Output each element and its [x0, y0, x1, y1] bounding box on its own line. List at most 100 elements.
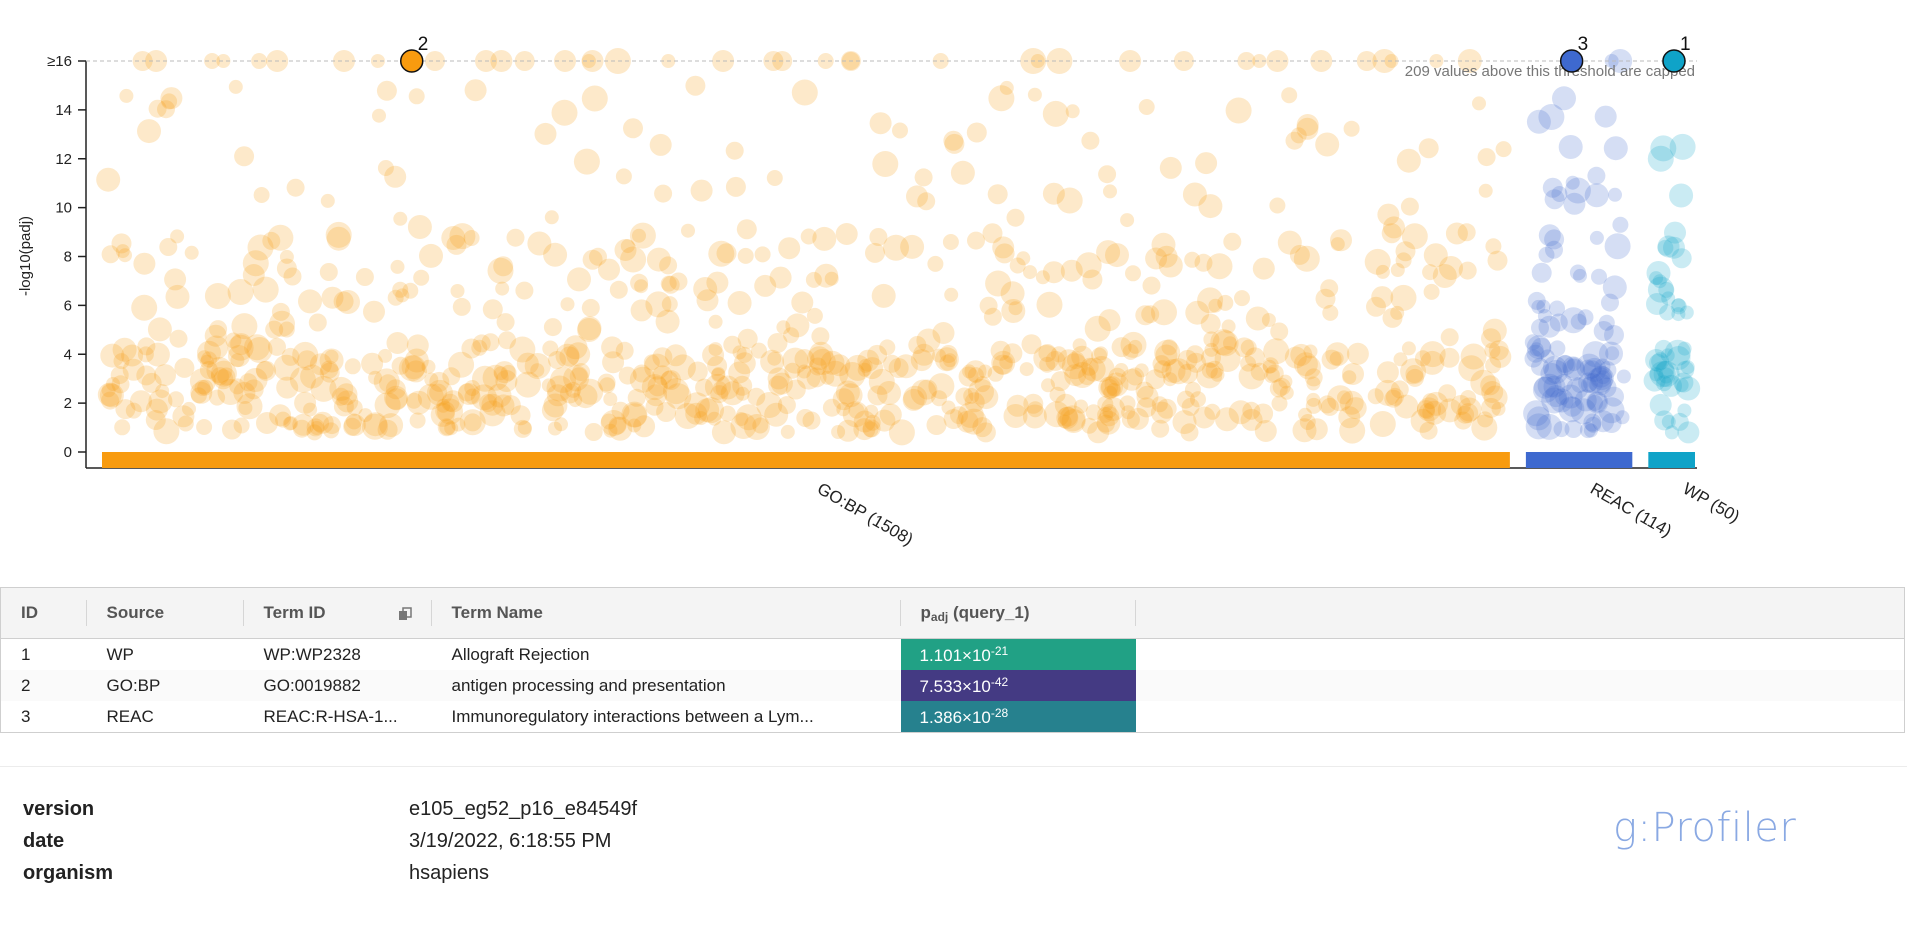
- data-point[interactable]: [1439, 256, 1463, 280]
- data-point[interactable]: [204, 335, 229, 360]
- data-point[interactable]: [1290, 343, 1313, 366]
- data-point[interactable]: [1277, 230, 1302, 255]
- data-point[interactable]: [660, 275, 677, 292]
- data-point[interactable]: [1390, 380, 1409, 399]
- data-point[interactable]: [871, 283, 896, 308]
- data-point[interactable]: [1072, 338, 1087, 353]
- data-point[interactable]: [1038, 344, 1057, 362]
- data-point[interactable]: [664, 344, 687, 367]
- data-point[interactable]: [1343, 120, 1360, 137]
- data-point[interactable]: [987, 365, 1004, 382]
- data-point[interactable]: [1598, 397, 1625, 424]
- data-point[interactable]: [1563, 358, 1586, 381]
- data-point[interactable]: [950, 160, 975, 185]
- data-point[interactable]: [581, 85, 608, 112]
- data-point[interactable]: [306, 424, 323, 441]
- data-point[interactable]: [1564, 420, 1583, 438]
- data-point[interactable]: [479, 400, 506, 427]
- data-point[interactable]: [1439, 347, 1460, 368]
- data-point[interactable]: [660, 370, 679, 389]
- data-point[interactable]: [652, 365, 673, 386]
- data-point[interactable]: [1270, 322, 1289, 341]
- data-point[interactable]: [862, 419, 881, 438]
- data-point[interactable]: [1182, 182, 1207, 207]
- data-point[interactable]: [736, 219, 757, 240]
- data-point[interactable]: [1193, 406, 1216, 429]
- data-point[interactable]: [1649, 393, 1672, 416]
- data-point[interactable]: [806, 367, 827, 388]
- data-point[interactable]: [796, 409, 815, 427]
- data-point[interactable]: [194, 379, 211, 396]
- data-point[interactable]: [137, 119, 161, 144]
- data-point[interactable]: [1524, 334, 1541, 351]
- data-point[interactable]: [1036, 291, 1063, 318]
- data-point[interactable]: [279, 249, 294, 264]
- data-point[interactable]: [482, 364, 509, 391]
- data-point[interactable]: [408, 88, 425, 105]
- data-point[interactable]: [1296, 355, 1321, 380]
- data-point[interactable]: [1551, 186, 1568, 202]
- data-point[interactable]: [696, 289, 719, 312]
- data-point[interactable]: [1531, 357, 1549, 376]
- data-point[interactable]: [1558, 135, 1583, 159]
- data-point[interactable]: [444, 421, 459, 436]
- data-point[interactable]: [1543, 375, 1566, 398]
- data-point[interactable]: [161, 93, 178, 110]
- data-point[interactable]: [298, 289, 322, 314]
- data-point[interactable]: [1186, 345, 1205, 364]
- data-point[interactable]: [1238, 363, 1265, 390]
- data-point[interactable]: [1075, 252, 1102, 279]
- data-point[interactable]: [776, 320, 791, 335]
- data-point[interactable]: [822, 360, 849, 387]
- data-point[interactable]: [1584, 183, 1609, 208]
- data-point[interactable]: [97, 382, 122, 407]
- data-point[interactable]: [559, 346, 580, 367]
- data-point[interactable]: [363, 412, 388, 437]
- data-point[interactable]: [276, 376, 299, 399]
- data-point[interactable]: [828, 354, 851, 377]
- data-point[interactable]: [459, 409, 486, 436]
- data-point[interactable]: [1134, 363, 1149, 378]
- data-point[interactable]: [1538, 104, 1565, 130]
- data-point[interactable]: [273, 354, 300, 381]
- data-point[interactable]: [992, 236, 1015, 259]
- data-point[interactable]: [1440, 328, 1459, 347]
- data-point[interactable]: [1201, 347, 1221, 368]
- data-point[interactable]: [917, 192, 936, 211]
- data-point[interactable]: [165, 284, 190, 309]
- data-point[interactable]: [567, 267, 591, 292]
- data-point[interactable]: [1485, 238, 1502, 255]
- data-point[interactable]: [1582, 357, 1607, 382]
- data-point[interactable]: [437, 418, 456, 437]
- data-point[interactable]: [213, 369, 234, 390]
- data-point[interactable]: [1570, 313, 1587, 330]
- data-point[interactable]: [1142, 276, 1161, 295]
- data-point[interactable]: [654, 184, 673, 203]
- data-point[interactable]: [1081, 357, 1106, 382]
- data-point[interactable]: [707, 355, 728, 376]
- data-point[interactable]: [1375, 264, 1390, 279]
- data-point[interactable]: [1002, 343, 1023, 364]
- data-point[interactable]: [963, 387, 980, 404]
- data-point[interactable]: [1661, 414, 1676, 429]
- data-point[interactable]: [1103, 184, 1117, 199]
- data-point[interactable]: [630, 299, 653, 322]
- data-point[interactable]: [1410, 408, 1435, 433]
- data-point[interactable]: [754, 246, 771, 263]
- data-point[interactable]: [1555, 355, 1576, 376]
- data-point[interactable]: [1060, 259, 1083, 282]
- data-point[interactable]: [1592, 410, 1615, 433]
- data-point[interactable]: [1471, 414, 1498, 441]
- data-point[interactable]: [966, 122, 987, 143]
- data-point[interactable]: [1523, 400, 1550, 427]
- data-point[interactable]: [1298, 407, 1313, 422]
- data-point[interactable]: [247, 234, 274, 261]
- data-point[interactable]: [614, 239, 637, 261]
- data-point[interactable]: [767, 351, 782, 366]
- data-point[interactable]: [251, 53, 268, 69]
- data-point[interactable]: [336, 290, 360, 314]
- data-point[interactable]: [236, 393, 263, 420]
- data-point[interactable]: [1244, 347, 1265, 368]
- data-point[interactable]: [1652, 274, 1667, 289]
- data-point[interactable]: [1082, 269, 1103, 290]
